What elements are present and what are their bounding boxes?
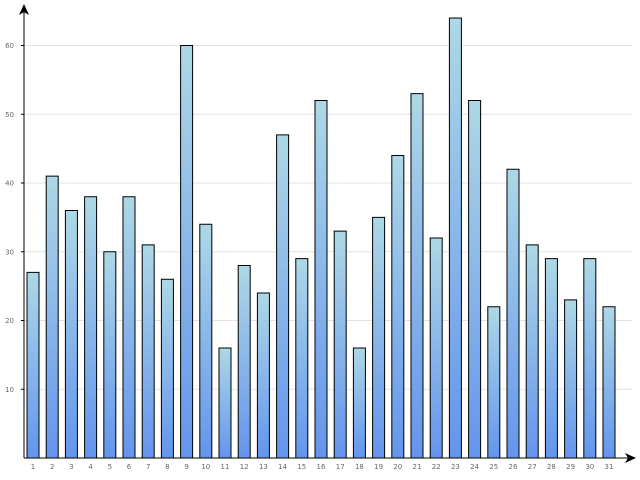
bar-24 — [468, 100, 482, 459]
x-tick-label: 29 — [566, 463, 575, 471]
bar-23 — [448, 17, 462, 459]
bar-30 — [583, 258, 597, 459]
bar-21 — [410, 93, 424, 459]
bar-5 — [103, 251, 117, 459]
bar-29 — [564, 299, 578, 459]
x-axis-arrow-icon — [625, 453, 636, 463]
x-tick-label: 31 — [605, 463, 614, 471]
bar-8 — [160, 278, 174, 459]
bar-19 — [372, 216, 386, 459]
x-tick-label: 6 — [127, 463, 132, 471]
bar-27 — [525, 244, 539, 459]
x-tick-label: 11 — [221, 463, 230, 471]
x-tick-label: 28 — [547, 463, 556, 471]
bar-4 — [84, 196, 98, 459]
bar-11 — [218, 347, 232, 459]
bar-7 — [141, 244, 155, 459]
x-tick-label: 18 — [355, 463, 364, 471]
bar-28 — [544, 258, 558, 459]
x-tick-label: 13 — [259, 463, 268, 471]
x-tick-label: 30 — [585, 463, 594, 471]
x-tick-label: 14 — [278, 463, 287, 471]
x-tick-label: 23 — [451, 463, 460, 471]
bar-13 — [256, 292, 270, 459]
x-tick-label: 22 — [432, 463, 441, 471]
bar-9 — [180, 45, 194, 459]
x-tick-label: 15 — [297, 463, 306, 471]
y-tick-label: 20 — [5, 317, 14, 325]
x-tick-label: 10 — [201, 463, 210, 471]
y-axis-arrow-icon — [19, 4, 29, 15]
x-tick-label: 21 — [413, 463, 422, 471]
bar-15 — [295, 258, 309, 459]
x-tick-label: 20 — [393, 463, 402, 471]
bar-12 — [237, 265, 251, 459]
x-tick-label: 17 — [336, 463, 345, 471]
x-tick-label: 16 — [317, 463, 326, 471]
x-tick-label: 1 — [31, 463, 35, 471]
x-tick-label: 2 — [50, 463, 54, 471]
bar-14 — [276, 134, 290, 459]
bar-18 — [352, 347, 366, 459]
bar-20 — [391, 155, 405, 459]
bar-22 — [429, 237, 443, 459]
x-tick-label: 9 — [184, 463, 188, 471]
y-tick-label: 60 — [5, 42, 14, 50]
x-tick-label: 12 — [240, 463, 249, 471]
x-tick-labels: 1 2 3 4 5 6 7 8 9 10 11 12 13 14 15 16 17 18 19 20 21 22 23 24 2… — [31, 463, 614, 471]
bar-1 — [26, 271, 40, 459]
bar-25 — [487, 306, 501, 459]
y-tick-label: 40 — [5, 180, 14, 188]
x-tick-label: 7 — [146, 463, 150, 471]
bar-3 — [64, 210, 78, 459]
bars — [26, 17, 616, 459]
y-tick-label: 30 — [5, 248, 14, 256]
x-tick-label: 3 — [69, 463, 73, 471]
x-tick-label: 4 — [88, 463, 93, 471]
bar-2 — [45, 175, 59, 459]
axes — [19, 4, 636, 463]
x-tick-label: 5 — [108, 463, 112, 471]
y-tick-label: 10 — [5, 386, 14, 394]
y-tick-labels: 10 20 30 40 50 60 — [5, 42, 14, 394]
bar-16 — [314, 100, 328, 459]
bar-31 — [602, 306, 616, 459]
x-tick-label: 26 — [509, 463, 518, 471]
x-tick-label: 27 — [528, 463, 537, 471]
x-tick-label: 8 — [165, 463, 169, 471]
y-tick-label: 50 — [5, 111, 14, 119]
x-tick-label: 24 — [470, 463, 479, 471]
x-tick-label: 25 — [489, 463, 498, 471]
bar-26 — [506, 168, 520, 459]
bar-6 — [122, 196, 136, 459]
x-tick-label: 19 — [374, 463, 383, 471]
bar-10 — [199, 223, 213, 459]
bar-17 — [333, 230, 347, 459]
